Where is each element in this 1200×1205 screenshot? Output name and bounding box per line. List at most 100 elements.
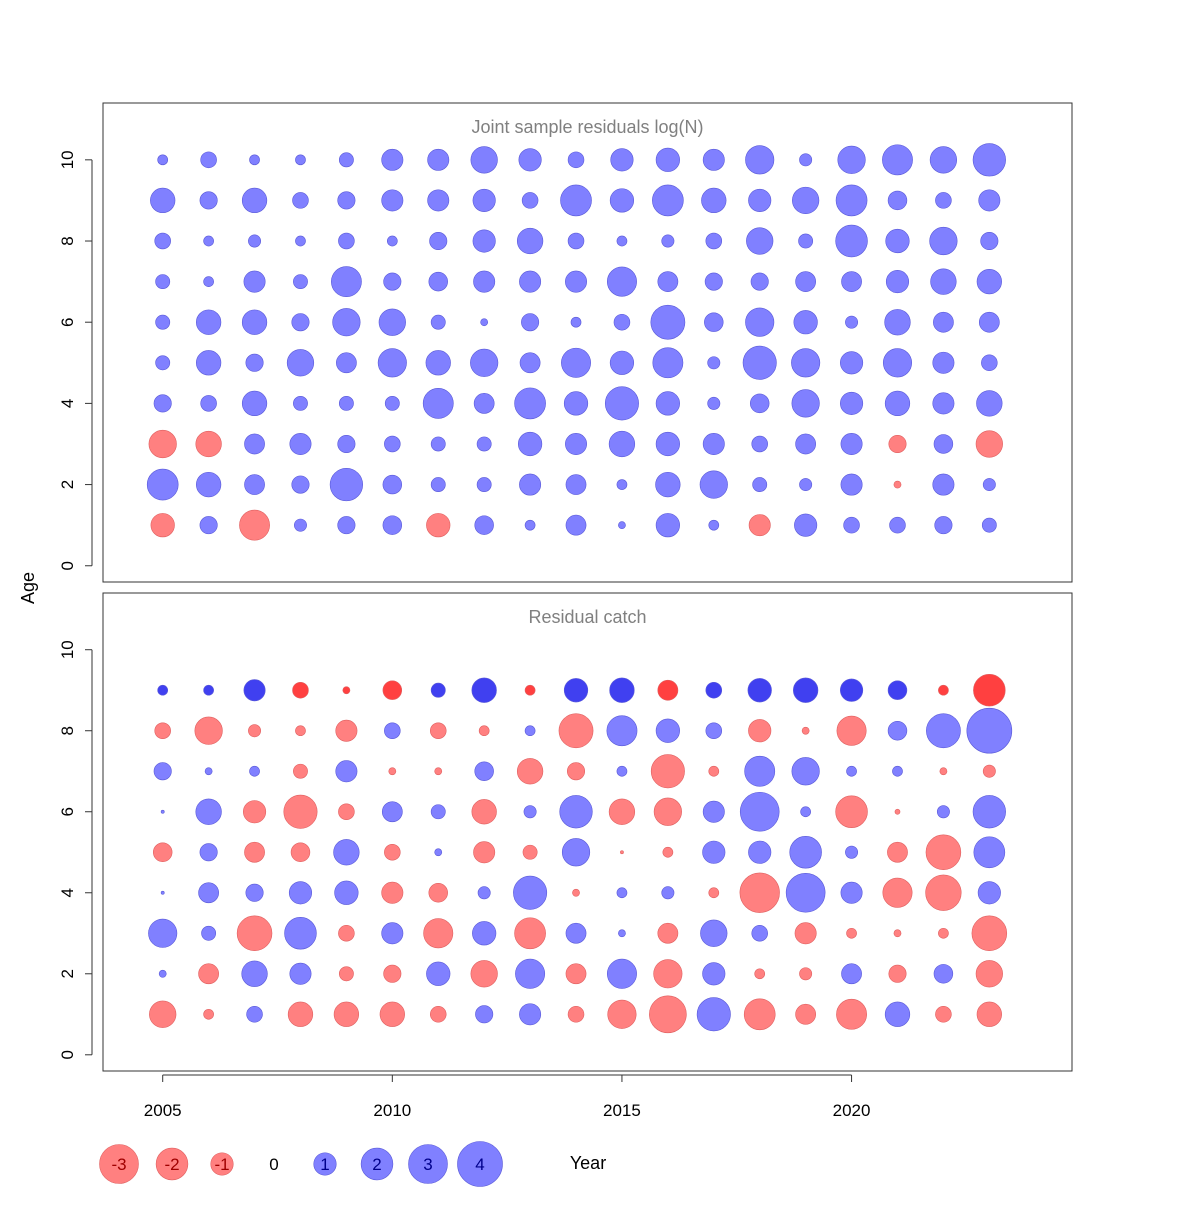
residual-bubble bbox=[840, 678, 864, 702]
residual-bubble bbox=[291, 313, 310, 332]
residual-bubble bbox=[155, 314, 171, 330]
residual-bubble bbox=[791, 757, 820, 786]
residual-bubble bbox=[799, 967, 813, 981]
residual-bubble bbox=[384, 435, 401, 453]
residual-bubble bbox=[519, 352, 541, 374]
panel-1-frame bbox=[102, 102, 1073, 583]
residual-bubble bbox=[835, 184, 868, 217]
panel-1-y-tick-label: 0 bbox=[58, 561, 77, 570]
legend-label: 1 bbox=[320, 1155, 329, 1174]
residual-bubble bbox=[841, 271, 862, 292]
residual-bubble bbox=[707, 396, 721, 410]
legend-label: 2 bbox=[372, 1155, 381, 1174]
residual-bubble bbox=[567, 762, 586, 781]
residual-bubble bbox=[655, 471, 681, 498]
residual-bubble bbox=[516, 758, 544, 785]
residual-bubble bbox=[933, 964, 954, 984]
panel-1-title: Joint sample residuals log(N) bbox=[471, 117, 703, 137]
residual-bubble bbox=[283, 794, 318, 829]
residual-bubble bbox=[148, 918, 178, 948]
legend-label: -2 bbox=[164, 1155, 179, 1174]
residual-bubble bbox=[522, 844, 538, 860]
residual-bubble bbox=[567, 151, 585, 169]
residual-bubble bbox=[474, 761, 494, 781]
residual-bubble bbox=[152, 842, 173, 862]
residual-bubble bbox=[558, 713, 594, 749]
residual-bubble bbox=[524, 684, 536, 696]
x-tick-label: 2005 bbox=[144, 1101, 182, 1120]
residual-bubble bbox=[792, 186, 820, 215]
residual-bubble bbox=[430, 314, 446, 330]
residual-bubble bbox=[744, 755, 776, 787]
residual-bubble bbox=[567, 1006, 585, 1023]
residual-bubble bbox=[981, 354, 998, 372]
residual-bubble bbox=[929, 146, 958, 174]
residual-bubble bbox=[194, 716, 223, 745]
residual-bubble bbox=[199, 843, 218, 862]
residual-bubble bbox=[248, 234, 262, 248]
residual-bubble bbox=[295, 235, 306, 247]
residual-bubble bbox=[888, 964, 907, 983]
residual-bubble bbox=[477, 886, 491, 900]
residual-bubble bbox=[473, 270, 496, 293]
residual-bubble bbox=[249, 765, 260, 777]
residual-bubble bbox=[378, 308, 406, 336]
residual-bubble bbox=[751, 925, 768, 942]
residual-bubble bbox=[661, 234, 675, 248]
residual-bubble bbox=[427, 189, 450, 212]
residual-bubble bbox=[930, 268, 957, 295]
residual-bubble bbox=[155, 355, 171, 371]
residual-bubble bbox=[800, 806, 811, 818]
residual-bubble bbox=[430, 804, 446, 820]
residual-bubble bbox=[473, 393, 495, 414]
residual-bubble bbox=[200, 151, 217, 169]
residual-bubble bbox=[938, 927, 949, 939]
residual-bubble bbox=[429, 722, 447, 739]
residual-bubble bbox=[752, 477, 768, 492]
legend-bubble bbox=[408, 1144, 448, 1184]
residual-bubble bbox=[610, 148, 634, 172]
residual-bubble bbox=[846, 765, 857, 777]
residual-bubble bbox=[840, 433, 863, 455]
residual-bubble bbox=[606, 266, 637, 297]
residual-bubble bbox=[290, 842, 311, 862]
residual-bubble bbox=[563, 678, 589, 703]
residual-bubble bbox=[196, 350, 222, 376]
residual-bubble bbox=[201, 925, 217, 941]
residual-bubble bbox=[428, 271, 448, 292]
panel-2-y-tick-label: 2 bbox=[58, 969, 77, 978]
residual-bubble bbox=[381, 881, 404, 904]
panel-2-y-tick-label: 0 bbox=[58, 1050, 77, 1059]
residual-bubble bbox=[430, 477, 446, 492]
residual-bubble bbox=[739, 791, 780, 832]
residual-bubble bbox=[840, 473, 863, 496]
residual-bubble bbox=[239, 509, 270, 541]
legend-bubble bbox=[99, 1144, 139, 1184]
residual-bubble bbox=[704, 272, 723, 291]
residual-bubble bbox=[618, 521, 626, 530]
residual-bubble bbox=[337, 191, 356, 210]
residual-bubble bbox=[524, 519, 536, 531]
residual-bubble bbox=[704, 312, 724, 332]
residual-bubble bbox=[846, 927, 857, 939]
residual-bubble bbox=[198, 963, 219, 985]
residual-bubble bbox=[935, 192, 952, 209]
residual-bubble bbox=[836, 998, 867, 1030]
residual-bubble bbox=[836, 715, 867, 746]
residual-bubble bbox=[887, 841, 908, 863]
residual-bubble bbox=[702, 800, 725, 823]
residual-bubble bbox=[245, 883, 264, 902]
residual-bubble bbox=[560, 184, 592, 217]
residual-bubble bbox=[243, 679, 266, 702]
residual-bubble bbox=[888, 434, 907, 453]
residual-bubble bbox=[195, 798, 222, 825]
residual-bubble bbox=[425, 350, 451, 376]
residual-bubble bbox=[196, 471, 222, 498]
x-tick-label: 2020 bbox=[833, 1101, 871, 1120]
residual-bubble bbox=[160, 809, 165, 814]
residual-bubble bbox=[652, 184, 684, 217]
residual-bubble bbox=[966, 707, 1013, 754]
residual-bubble bbox=[388, 767, 397, 776]
residual-bubble bbox=[241, 960, 268, 987]
residual-bubble bbox=[379, 1001, 405, 1027]
